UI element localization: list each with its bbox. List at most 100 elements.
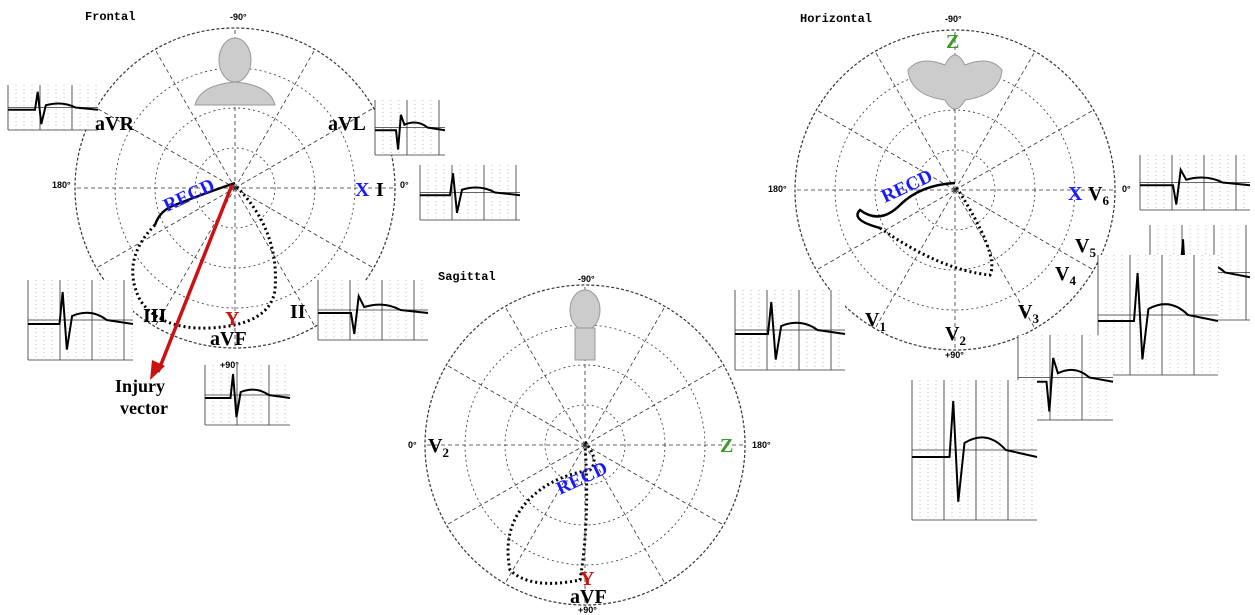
ecg-trace (375, 114, 446, 150)
ecg-strip (27, 280, 134, 361)
grid-spoke (954, 189, 1036, 329)
head-top-icon (907, 54, 1003, 110)
lead-label: aVF (570, 586, 607, 608)
head-side-icon (569, 289, 601, 331)
angle-label: +90° (578, 605, 597, 615)
grid-spoke (446, 444, 586, 526)
ecg-trace (420, 173, 521, 214)
angle-label: -90° (230, 12, 247, 22)
ecg-strip (1139, 155, 1251, 211)
angle-label: +90° (220, 360, 239, 370)
injury-label: vector (120, 398, 168, 418)
axis-label: X (1068, 183, 1083, 205)
grid-spoke (584, 444, 666, 584)
ecg-trace (8, 91, 99, 125)
lead-label: III (143, 305, 167, 327)
lead-label: aVR (95, 113, 134, 135)
ecg-strip (374, 100, 446, 156)
lead-label: II (290, 301, 306, 323)
grid-circle (424, 284, 746, 606)
grid-circle (914, 149, 996, 231)
panel-title: Horizontal (800, 12, 872, 26)
lead-label: V2 (428, 435, 449, 460)
grid-spoke (446, 364, 586, 446)
grid-spoke (96, 187, 236, 269)
loop-label: RECD (160, 175, 218, 217)
grid-spoke (954, 51, 1036, 191)
grid-spoke (816, 189, 956, 271)
axis-label: Z (720, 435, 733, 457)
lead-label: V5 (1075, 235, 1096, 260)
grid-spoke (504, 306, 586, 446)
loops (131, 181, 994, 585)
ecg-trace (912, 400, 1038, 502)
grid-spoke (96, 107, 236, 189)
ecg-strip (419, 165, 521, 221)
angle-label: 180° (768, 184, 787, 194)
angle-label: -90° (578, 274, 595, 284)
grid-spoke (874, 51, 956, 191)
grid-spoke (874, 189, 956, 329)
arrow-head (150, 360, 165, 380)
ecg-strip (911, 380, 1038, 521)
angle-label: 180° (52, 180, 71, 190)
grid-spoke (954, 189, 1094, 271)
ecg-trace (205, 373, 291, 418)
axis-label: X (355, 179, 370, 201)
ecg-trace (28, 291, 134, 350)
lead-label: V3 (1018, 301, 1039, 326)
panel-title: Sagittal (438, 270, 496, 284)
grid-spoke (954, 109, 1094, 191)
grid-spoke (234, 107, 374, 189)
angle-label: -90° (945, 14, 962, 24)
lead-label: V4 (1055, 263, 1076, 288)
lead-label: V1 (865, 309, 886, 334)
injury-label: Injury (115, 376, 165, 396)
lead-label: V6 (1088, 183, 1109, 208)
axis-label: Y (225, 308, 240, 330)
lead-label: I (376, 179, 384, 201)
grid-spoke (584, 444, 724, 526)
ecg-trace (1018, 357, 1114, 412)
panel-title: Frontal (85, 10, 135, 24)
ecg-strip (7, 85, 99, 131)
loop-label: RECD (553, 458, 611, 500)
grid-spoke (154, 187, 236, 327)
grid-spoke (234, 49, 316, 189)
lead-label: V2 (945, 323, 966, 348)
grid-spoke (584, 364, 724, 446)
grid-circle (794, 29, 1116, 351)
ecg-trace (1098, 272, 1219, 360)
grid-spoke (584, 306, 666, 446)
angle-label: 0° (400, 180, 409, 190)
head-icon (218, 37, 252, 83)
ecg-strips (7, 85, 1251, 521)
ecg-strip (1097, 255, 1219, 376)
axis-label: Y (580, 568, 595, 590)
ecg-strip (204, 365, 291, 426)
ecg-trace (1140, 166, 1251, 205)
grid-spoke (504, 444, 586, 584)
lead-label: aVL (328, 113, 366, 135)
grid-circle (544, 404, 626, 486)
grid-spoke (154, 49, 236, 189)
angle-label: 0° (1122, 184, 1131, 194)
loop-label: RECD (878, 166, 936, 208)
neck-icon (574, 327, 596, 361)
axis-label: Z (946, 31, 959, 53)
angle-label: 0° (408, 440, 417, 450)
grid-circle (194, 147, 276, 229)
grid-circle (74, 27, 396, 349)
ecg-trace (318, 292, 429, 335)
injury-vector-arrow (156, 184, 234, 373)
lead-label: aVF (210, 328, 247, 350)
torso-icon (194, 81, 276, 106)
grid-spoke (234, 187, 374, 269)
ecg-trace (735, 301, 846, 360)
ecg-strip (734, 290, 846, 371)
angle-label: +90° (945, 350, 964, 360)
grid-spoke (816, 109, 956, 191)
ecg-strip (317, 280, 429, 341)
angle-label: 180° (752, 440, 771, 450)
